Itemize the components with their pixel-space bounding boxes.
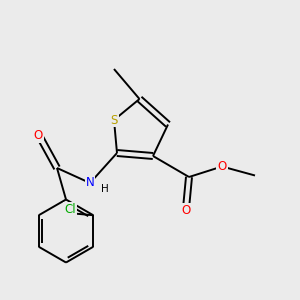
Text: H: H [101, 184, 109, 194]
Text: Cl: Cl [64, 203, 76, 216]
Text: O: O [182, 204, 190, 218]
Text: N: N [85, 176, 94, 190]
Text: S: S [110, 113, 118, 127]
Text: O: O [34, 129, 43, 142]
Text: O: O [218, 160, 226, 173]
